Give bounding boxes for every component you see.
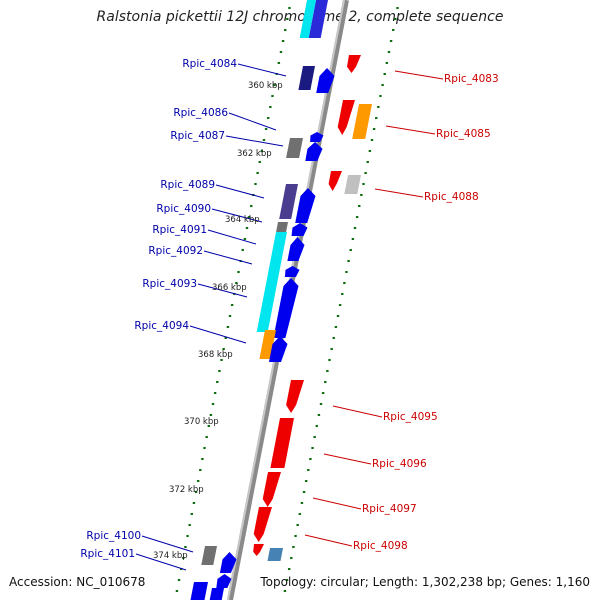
forward-gene-4084 — [298, 66, 315, 90]
kbp-scale-label: 368 kbp — [198, 350, 233, 360]
forward-leader-line — [203, 250, 253, 265]
kbp-scale-label: 366 kbp — [212, 283, 247, 293]
forward-gene — [284, 266, 300, 277]
reverse-gene-label: Rpic_4085 — [436, 128, 491, 140]
reverse-gene-label: Rpic_4088 — [424, 191, 479, 203]
forward-gene-label: Rpic_4091 — [152, 224, 207, 236]
reverse-gene-label: Rpic_4097 — [362, 503, 417, 515]
forward-gene-label: Rpic_4100 — [86, 530, 141, 542]
forward-gene-4094 — [259, 330, 276, 359]
forward-gene — [295, 188, 316, 223]
gene-labels: Rpic_4084 Rpic_4086 Rpic_4087 Rpic_4089 Rpic… — [80, 58, 498, 560]
forward-gene-4091 — [256, 232, 287, 332]
reverse-leader-line — [323, 453, 372, 465]
forward-gene-label: Rpic_4086 — [173, 107, 228, 119]
reverse-gene-4085 — [337, 100, 355, 135]
forward-gene-label: Rpic_4090 — [156, 203, 211, 215]
reverse-gene-4083 — [347, 55, 361, 73]
forward-leader-line — [211, 208, 263, 223]
forward-leader-line — [215, 184, 265, 199]
forward-gene-label: Rpic_4087 — [170, 130, 225, 142]
forward-leader-line — [141, 535, 194, 553]
forward-leader-line — [237, 63, 287, 77]
forward-gene-4089 — [279, 184, 298, 219]
forward-gene-4090 — [276, 222, 288, 232]
forward-leader-line — [228, 112, 277, 131]
forward-gene-4101 — [219, 552, 237, 573]
topology-label: Topology: circular; Length: 1,302,238 bp… — [260, 575, 590, 589]
forward-gene — [305, 142, 323, 161]
map-title: Ralstonia pickettii 12J chromosome 2, co… — [96, 9, 504, 25]
forward-gene-label: Rpic_4101 — [80, 548, 135, 560]
reverse-leader-line — [332, 405, 383, 418]
kbp-scale-label: 360 kbp — [248, 81, 283, 91]
kbp-scale-label: 372 kbp — [169, 485, 204, 495]
forward-leader-line — [207, 229, 257, 245]
kbp-scale-label: 374 kbp — [153, 551, 188, 561]
forward-leader-line — [135, 553, 187, 571]
reverse-gene-label: Rpic_4083 — [444, 73, 499, 85]
kbp-scale-label: 362 kbp — [237, 149, 272, 159]
tick-rings — [175, 6, 399, 593]
forward-gene-4087 — [286, 138, 303, 158]
forward-gene-4086 — [310, 132, 324, 142]
forward-gene-label: Rpic_4084 — [182, 58, 237, 70]
reverse-gene — [253, 507, 272, 542]
reverse-gene-4095 — [286, 380, 304, 413]
reverse-gene — [267, 548, 283, 561]
reverse-gene-label: Rpic_4098 — [353, 540, 408, 552]
reverse-gene-label: Rpic_4095 — [383, 411, 438, 423]
forward-gene-label: Rpic_4094 — [134, 320, 189, 332]
forward-gene-label: Rpic_4092 — [148, 245, 203, 257]
kbp-scale-label: 370 kbp — [184, 417, 219, 427]
gene-features — [190, 0, 372, 600]
reverse-leader-line — [374, 188, 424, 198]
forward-gene — [209, 588, 224, 600]
forward-gene-4092 — [287, 237, 305, 261]
kbp-labels: 360 kbp 362 kbp 364 kbp 366 kbp 368 kbp 370 k… — [153, 81, 283, 561]
reverse-gene — [344, 175, 361, 194]
forward-gene-4100 — [201, 546, 217, 565]
reverse-gene-4097 — [262, 472, 281, 507]
reverse-gene-4096 — [270, 418, 294, 468]
forward-gene — [216, 574, 232, 588]
forward-gene — [316, 68, 335, 93]
accession-label: Accession: NC_010678 — [9, 575, 146, 589]
forward-gene — [269, 336, 288, 362]
reverse-leader-line — [385, 125, 436, 135]
forward-gene-4093 — [273, 278, 299, 338]
reverse-gene-4088 — [328, 171, 342, 191]
label-leaders — [135, 63, 444, 571]
reverse-gene-4098 — [253, 544, 264, 556]
forward-leader-line — [197, 283, 248, 298]
forward-gene — [299, 0, 316, 38]
forward-leader-line — [189, 325, 247, 344]
forward-gene — [190, 582, 208, 600]
reverse-leader-line — [304, 534, 353, 547]
kbp-scale-label: 364 kbp — [225, 215, 260, 225]
forward-gene-label: Rpic_4089 — [160, 179, 215, 191]
forward-gene — [308, 0, 328, 38]
reverse-gene — [352, 104, 372, 139]
forward-leader-line — [225, 135, 284, 147]
reverse-leader-line — [394, 70, 444, 80]
reverse-gene-label: Rpic_4096 — [372, 458, 427, 470]
reverse-leader-line — [312, 497, 362, 510]
forward-gene — [291, 223, 308, 236]
forward-gene-label: Rpic_4093 — [142, 278, 197, 290]
